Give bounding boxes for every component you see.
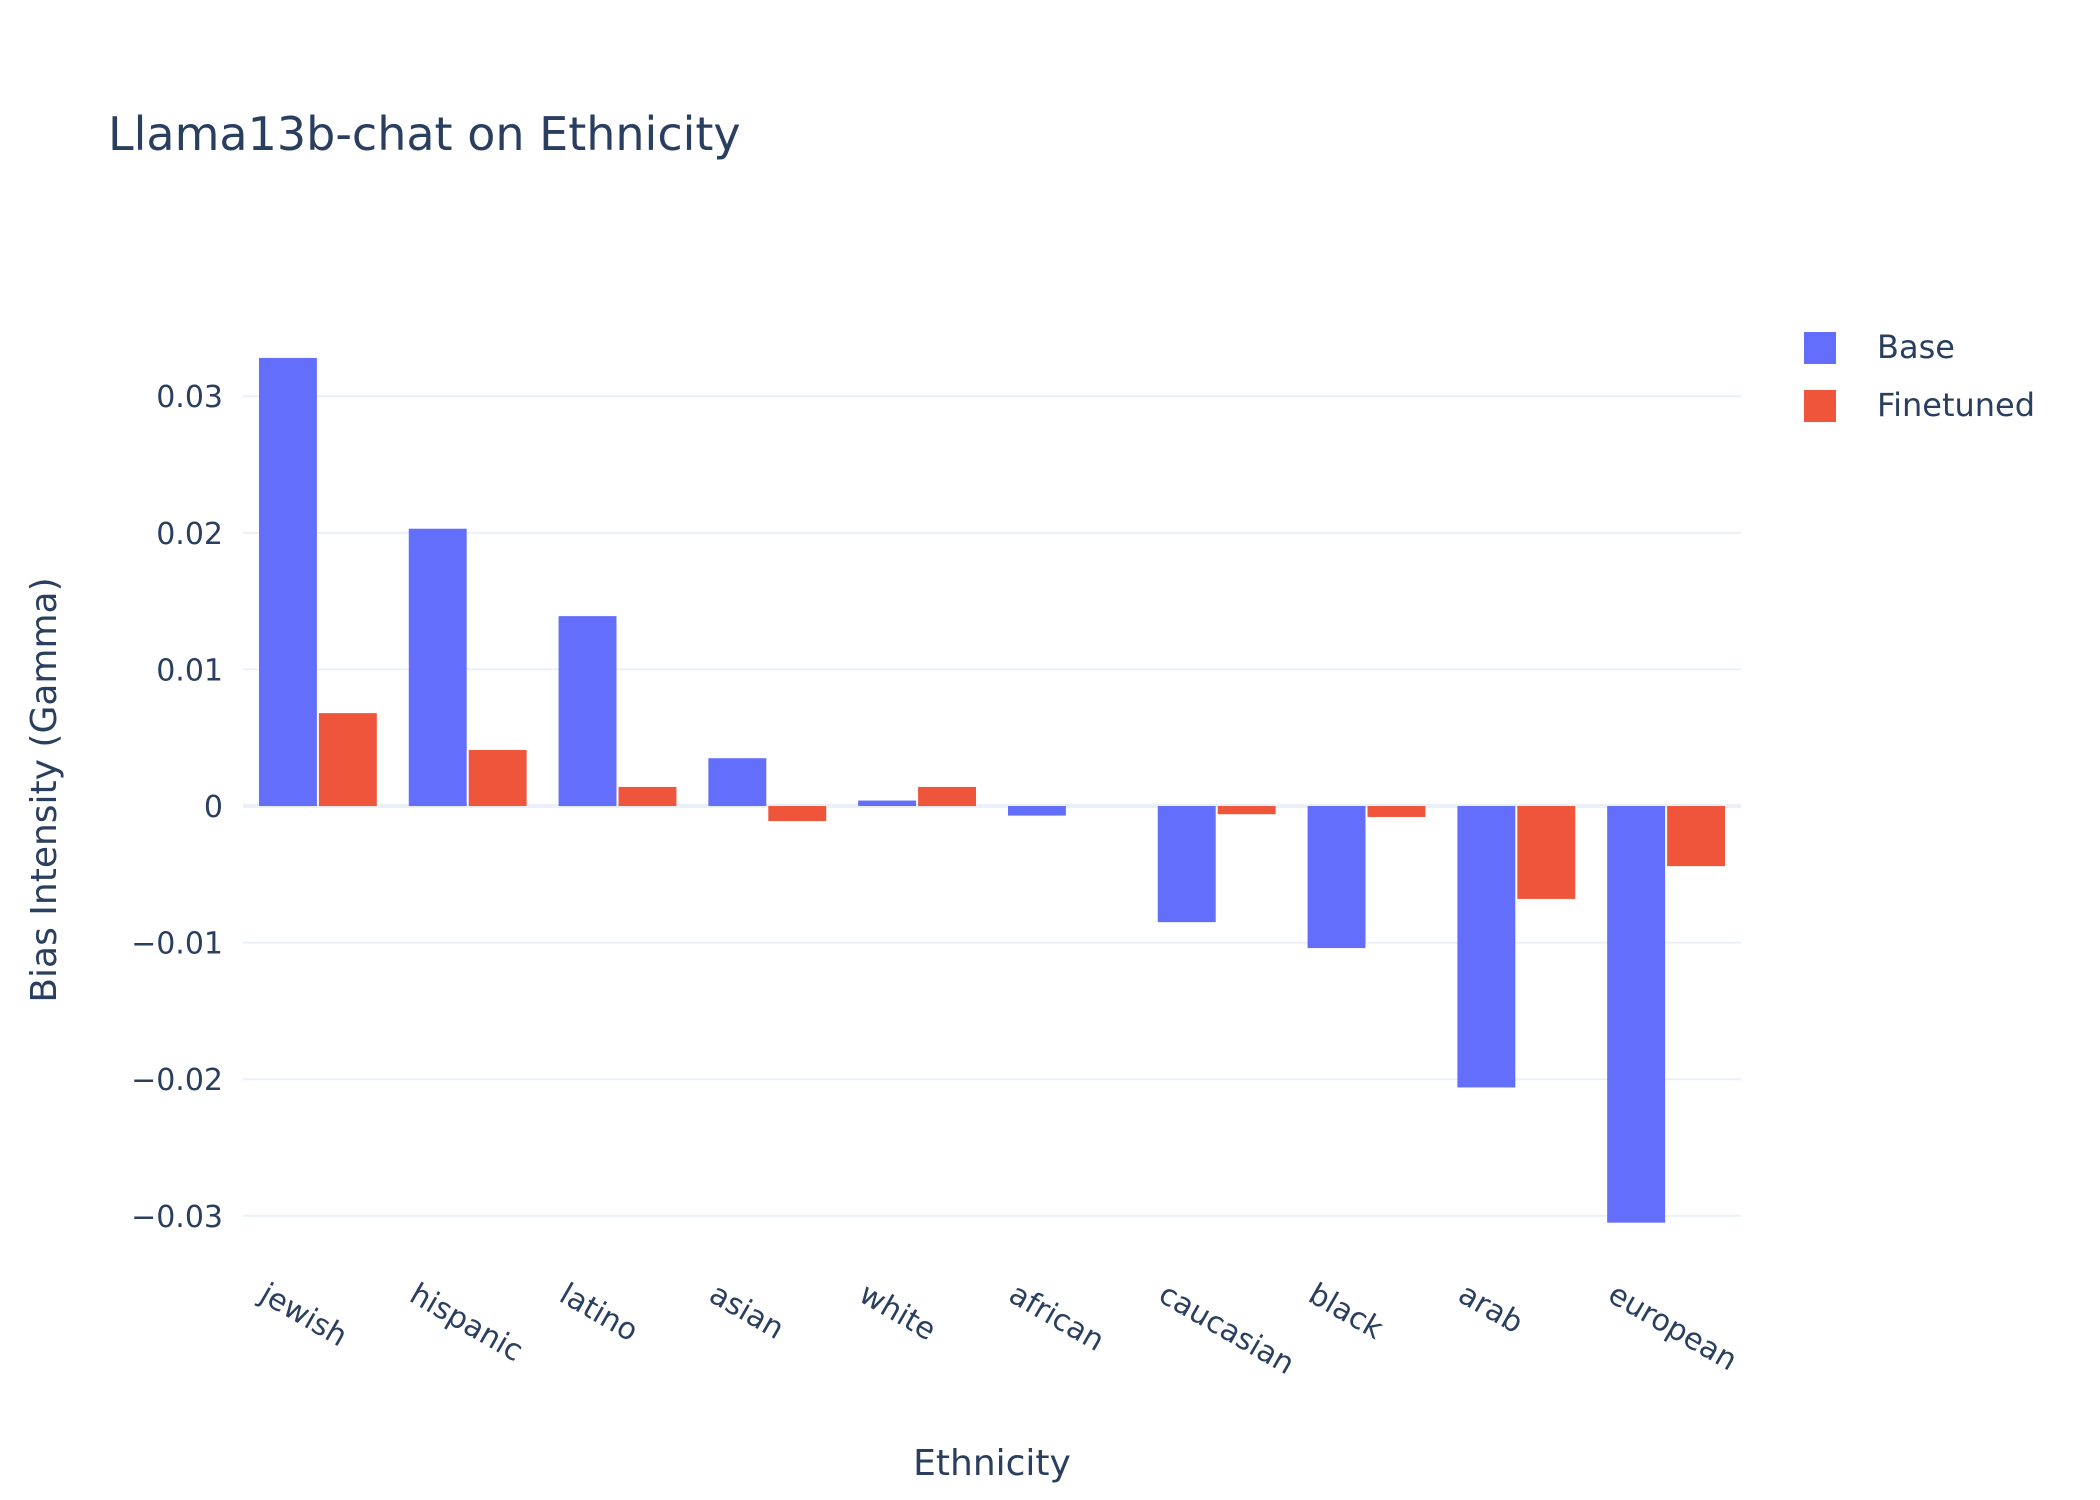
x-axis-title: Ethnicity <box>913 1443 1071 1484</box>
y-tick-labels: 0.03 0.02 0.01 0 −0.01 −0.02 −0.03 <box>131 380 223 1235</box>
bar-finetuned-black[interactable] <box>1367 806 1426 817</box>
legend[interactable]: Base Finetuned <box>1804 328 2035 424</box>
bar-base-black[interactable] <box>1307 806 1366 949</box>
y-tick-label: −0.01 <box>131 927 223 962</box>
bar-base-latino[interactable] <box>558 616 617 807</box>
bar-base-jewish[interactable] <box>258 357 317 807</box>
y-tick-label: 0.02 <box>156 517 223 552</box>
legend-label-base[interactable]: Base <box>1877 328 1955 366</box>
y-tick-label: −0.02 <box>131 1063 223 1098</box>
y-axis-title: Bias Intensity (Gamma) <box>24 577 65 1002</box>
y-tick-label: 0 <box>204 790 223 825</box>
bar-base-white[interactable] <box>858 800 917 807</box>
bar-finetuned-jewish[interactable] <box>318 713 377 807</box>
bar-base-hispanic[interactable] <box>408 528 467 807</box>
bar-finetuned-arab[interactable] <box>1517 806 1576 899</box>
bar-finetuned-latino[interactable] <box>618 786 677 807</box>
bar-finetuned-white[interactable] <box>918 786 977 807</box>
bar-finetuned-caucasian[interactable] <box>1217 806 1276 815</box>
bar-base-african[interactable] <box>1007 806 1066 816</box>
bar-base-caucasian[interactable] <box>1157 806 1216 923</box>
bar-finetuned-european[interactable] <box>1667 806 1726 867</box>
bar-finetuned-asian[interactable] <box>768 806 827 822</box>
legend-swatch-base[interactable] <box>1804 332 1836 364</box>
bars <box>258 357 1726 1223</box>
bar-base-arab[interactable] <box>1457 806 1516 1088</box>
y-tick-label: −0.03 <box>131 1200 223 1235</box>
y-tick-label: 0.01 <box>156 653 223 688</box>
y-tick-label: 0.03 <box>156 380 223 415</box>
legend-label-finetuned[interactable]: Finetuned <box>1877 386 2035 424</box>
legend-swatch-finetuned[interactable] <box>1804 390 1836 422</box>
bar-base-european[interactable] <box>1607 806 1666 1223</box>
chart-title: Llama13b-chat on Ethnicity <box>108 107 741 161</box>
bar-base-asian[interactable] <box>708 758 767 807</box>
bar-finetuned-hispanic[interactable] <box>468 750 527 807</box>
